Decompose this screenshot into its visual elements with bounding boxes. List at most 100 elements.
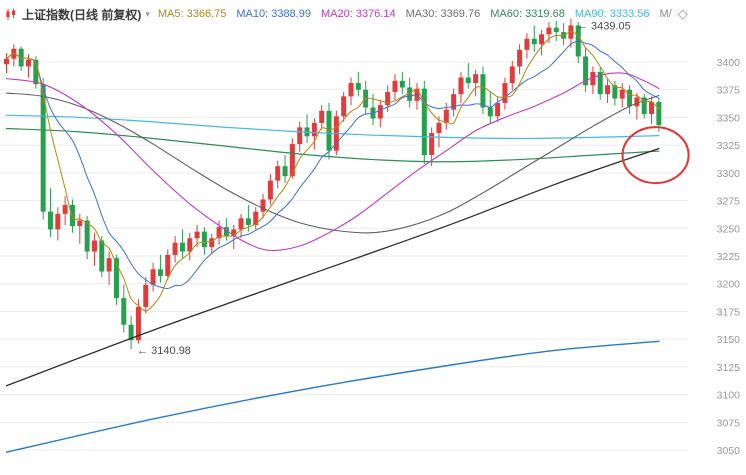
candle[interactable] — [363, 80, 369, 115]
candle[interactable] — [399, 71, 405, 95]
candle[interactable] — [216, 220, 222, 245]
candle[interactable] — [627, 85, 633, 115]
candle[interactable] — [223, 218, 229, 241]
candle[interactable] — [172, 236, 178, 263]
candle[interactable] — [649, 96, 655, 125]
y-axis-label: 3250 — [717, 223, 741, 235]
diamond-icon[interactable]: ◇ — [677, 6, 688, 21]
candle[interactable] — [260, 193, 266, 219]
ma-legend: MA5: 3366.75 MA10: 3388.99 MA20: 3376.14 MA… — [158, 8, 660, 20]
candle[interactable] — [121, 284, 127, 333]
candle[interactable] — [341, 91, 347, 122]
y-axis-label: 3375 — [717, 85, 741, 97]
candle[interactable] — [231, 224, 237, 250]
y-axis-label: 3200 — [717, 279, 741, 291]
candle[interactable] — [458, 71, 464, 104]
candle[interactable] — [553, 20, 559, 41]
candle[interactable] — [165, 249, 171, 281]
candle[interactable] — [605, 78, 611, 104]
candle[interactable] — [297, 121, 303, 152]
chevron-down-icon[interactable]: ▾ — [145, 8, 150, 19]
candle[interactable] — [414, 83, 420, 110]
candle[interactable] — [436, 116, 442, 148]
candle[interactable] — [106, 251, 112, 285]
ma-legend-item-ma10: MA10: 3388.99 — [236, 8, 311, 20]
candle[interactable] — [421, 80, 427, 164]
candle[interactable] — [91, 232, 97, 266]
candle[interactable] — [524, 33, 530, 59]
candle[interactable] — [407, 77, 413, 108]
candle[interactable] — [546, 22, 552, 44]
candle[interactable] — [612, 80, 618, 106]
candle[interactable] — [282, 155, 288, 183]
candle[interactable] — [77, 213, 83, 244]
candle[interactable] — [465, 63, 471, 89]
candle[interactable] — [311, 118, 317, 150]
candle[interactable] — [128, 315, 134, 350]
y-axis-label: 3225 — [717, 251, 741, 263]
price-annotation: ← 3140.98 — [137, 345, 191, 357]
candle[interactable] — [451, 88, 457, 117]
ma-line-long-trend-dark — [5, 147, 660, 387]
candle[interactable] — [319, 105, 325, 130]
candle[interactable] — [238, 213, 244, 239]
candle[interactable] — [355, 71, 361, 97]
candle[interactable] — [590, 66, 596, 95]
candle[interactable] — [253, 207, 259, 230]
candle[interactable] — [33, 56, 39, 89]
candle[interactable] — [201, 227, 207, 255]
candle[interactable] — [304, 114, 310, 143]
candle[interactable] — [267, 173, 273, 206]
candle[interactable] — [473, 69, 479, 97]
candle[interactable] — [11, 44, 17, 67]
candle[interactable] — [583, 47, 589, 92]
candle[interactable] — [157, 254, 163, 283]
candle[interactable] — [531, 25, 537, 53]
ma-line-long-trend-blue — [5, 340, 660, 453]
candle[interactable] — [209, 233, 215, 254]
candle[interactable] — [275, 160, 281, 189]
candle[interactable] — [179, 229, 185, 259]
candle[interactable] — [634, 93, 640, 120]
chart-title: 上证指数(日线 前复权) — [22, 7, 142, 22]
candle[interactable] — [619, 83, 625, 108]
candle[interactable] — [150, 262, 156, 292]
ma-legend-item-ma90: MA90: 3333.56 — [574, 8, 650, 20]
candle[interactable] — [502, 77, 508, 110]
candle[interactable] — [55, 207, 61, 241]
ma-legend-truncated: M/ — [659, 8, 672, 20]
candle[interactable] — [62, 196, 68, 225]
candle[interactable] — [47, 188, 53, 238]
candle[interactable] — [597, 67, 603, 100]
price-annotation: ← 3439.05 — [577, 21, 631, 33]
candle[interactable] — [187, 232, 193, 261]
candle[interactable] — [641, 94, 647, 119]
candle[interactable] — [40, 77, 46, 220]
candle[interactable] — [99, 236, 105, 278]
candle[interactable] — [143, 277, 149, 314]
candle[interactable] — [495, 96, 501, 122]
candle[interactable] — [539, 29, 545, 56]
candle[interactable] — [509, 60, 515, 90]
candle[interactable] — [348, 77, 354, 106]
candle[interactable] — [289, 138, 295, 179]
candle[interactable] — [429, 127, 435, 167]
y-axis-label: 3400 — [717, 57, 741, 69]
candle[interactable] — [480, 66, 486, 115]
y-axis: 3400 3375 3350 3325 3300 3275 3250 3225 3200 3175… — [717, 57, 741, 457]
candles-layer — [4, 18, 662, 350]
candle[interactable] — [377, 99, 383, 128]
candle[interactable] — [113, 254, 119, 305]
ma-line-ma5 — [6, 31, 660, 312]
candle[interactable] — [392, 74, 398, 101]
y-axis-label: 3150 — [717, 334, 741, 346]
y-axis-label: 3100 — [717, 390, 741, 402]
y-axis-label: 3175 — [717, 306, 741, 318]
ma-legend-item-ma20: MA20: 3376.14 — [320, 8, 396, 20]
candle[interactable] — [4, 53, 9, 74]
candle[interactable] — [517, 44, 523, 75]
candle[interactable] — [326, 103, 332, 160]
ma-legend-item-ma60: MA60: 3319.68 — [490, 8, 565, 20]
